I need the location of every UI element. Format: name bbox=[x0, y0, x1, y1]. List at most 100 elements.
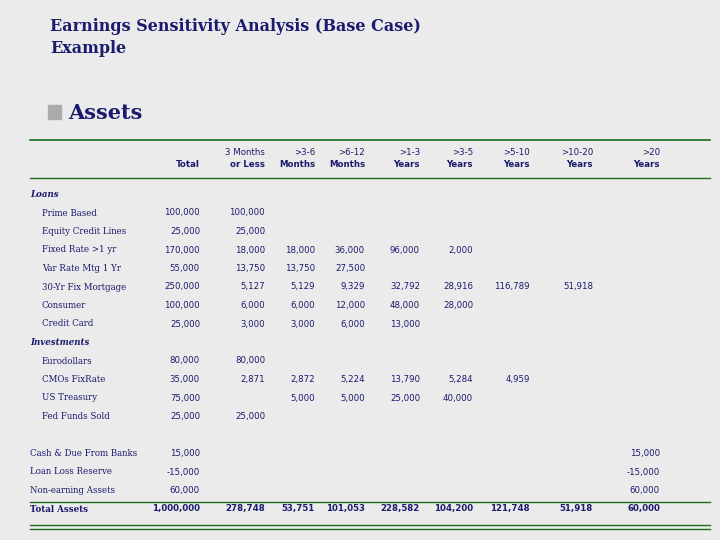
Text: 228,582: 228,582 bbox=[381, 504, 420, 514]
Text: 121,748: 121,748 bbox=[490, 504, 530, 514]
Text: 13,000: 13,000 bbox=[390, 320, 420, 328]
Text: Years: Years bbox=[394, 160, 420, 169]
Text: 100,000: 100,000 bbox=[164, 301, 200, 310]
Text: 2,871: 2,871 bbox=[240, 375, 265, 384]
Text: Months: Months bbox=[329, 160, 365, 169]
Text: 6,000: 6,000 bbox=[240, 301, 265, 310]
Text: Var Rate Mtg 1 Yr: Var Rate Mtg 1 Yr bbox=[42, 264, 121, 273]
Text: Eurodollars: Eurodollars bbox=[42, 356, 93, 366]
Text: 13,750: 13,750 bbox=[235, 264, 265, 273]
Text: CMOs FixRate: CMOs FixRate bbox=[42, 375, 105, 384]
Text: 25,000: 25,000 bbox=[170, 320, 200, 328]
Text: Years: Years bbox=[503, 160, 530, 169]
Text: Total: Total bbox=[176, 160, 200, 169]
Text: 6,000: 6,000 bbox=[341, 320, 365, 328]
Text: Earnings Sensitivity Analysis (Base Case)
Example: Earnings Sensitivity Analysis (Base Case… bbox=[50, 18, 421, 57]
Text: 28,000: 28,000 bbox=[443, 301, 473, 310]
Text: Investments: Investments bbox=[30, 338, 89, 347]
Text: 4,959: 4,959 bbox=[505, 375, 530, 384]
Text: 6,000: 6,000 bbox=[290, 301, 315, 310]
Text: US Treasury: US Treasury bbox=[42, 394, 97, 402]
Text: Years: Years bbox=[446, 160, 473, 169]
Text: 60,000: 60,000 bbox=[170, 486, 200, 495]
Text: 55,000: 55,000 bbox=[170, 264, 200, 273]
Text: 2,000: 2,000 bbox=[449, 246, 473, 254]
Text: Years: Years bbox=[567, 160, 593, 169]
Text: 35,000: 35,000 bbox=[170, 375, 200, 384]
Text: Cash & Due From Banks: Cash & Due From Banks bbox=[30, 449, 138, 458]
Text: 250,000: 250,000 bbox=[164, 282, 200, 292]
Text: Prime Based: Prime Based bbox=[42, 208, 97, 218]
Text: Credit Card: Credit Card bbox=[42, 320, 94, 328]
Text: 15,000: 15,000 bbox=[170, 449, 200, 458]
Text: 25,000: 25,000 bbox=[390, 394, 420, 402]
Text: >1-3: >1-3 bbox=[399, 148, 420, 157]
Text: 5,284: 5,284 bbox=[449, 375, 473, 384]
Text: 13,790: 13,790 bbox=[390, 375, 420, 384]
Text: 100,000: 100,000 bbox=[164, 208, 200, 218]
Text: 12,000: 12,000 bbox=[335, 301, 365, 310]
Text: 9,329: 9,329 bbox=[341, 282, 365, 292]
Text: 5,224: 5,224 bbox=[341, 375, 365, 384]
Text: >6-12: >6-12 bbox=[338, 148, 365, 157]
Text: >5-10: >5-10 bbox=[503, 148, 530, 157]
Text: Equity Credit Lines: Equity Credit Lines bbox=[42, 227, 126, 236]
Text: 5,129: 5,129 bbox=[290, 282, 315, 292]
Text: 80,000: 80,000 bbox=[235, 356, 265, 366]
Text: 18,000: 18,000 bbox=[235, 246, 265, 254]
Text: Consumer: Consumer bbox=[42, 301, 86, 310]
Text: >20: >20 bbox=[642, 148, 660, 157]
Text: 25,000: 25,000 bbox=[235, 227, 265, 236]
Text: 15,000: 15,000 bbox=[630, 449, 660, 458]
Text: 25,000: 25,000 bbox=[170, 412, 200, 421]
Text: 5,000: 5,000 bbox=[341, 394, 365, 402]
Text: 51,918: 51,918 bbox=[563, 282, 593, 292]
Text: 36,000: 36,000 bbox=[335, 246, 365, 254]
Text: 170,000: 170,000 bbox=[164, 246, 200, 254]
Text: -15,000: -15,000 bbox=[626, 468, 660, 476]
Text: 3 Months: 3 Months bbox=[225, 148, 265, 157]
Text: Fed Funds Sold: Fed Funds Sold bbox=[42, 412, 109, 421]
Text: 40,000: 40,000 bbox=[443, 394, 473, 402]
Text: -15,000: -15,000 bbox=[167, 468, 200, 476]
Bar bbox=[48, 105, 61, 119]
Text: Fixed Rate >1 yr: Fixed Rate >1 yr bbox=[42, 246, 117, 254]
Text: >3-5: >3-5 bbox=[451, 148, 473, 157]
Text: 75,000: 75,000 bbox=[170, 394, 200, 402]
Text: 53,751: 53,751 bbox=[282, 504, 315, 514]
Text: Assets: Assets bbox=[68, 103, 143, 123]
Text: 25,000: 25,000 bbox=[235, 412, 265, 421]
Text: 1,000,000: 1,000,000 bbox=[152, 504, 200, 514]
Text: 96,000: 96,000 bbox=[390, 246, 420, 254]
Text: 28,916: 28,916 bbox=[443, 282, 473, 292]
Text: Years: Years bbox=[634, 160, 660, 169]
Text: >3-6: >3-6 bbox=[294, 148, 315, 157]
Text: 30-Yr Fix Mortgage: 30-Yr Fix Mortgage bbox=[42, 282, 126, 292]
Text: 18,000: 18,000 bbox=[285, 246, 315, 254]
Text: 104,200: 104,200 bbox=[434, 504, 473, 514]
Text: 116,789: 116,789 bbox=[495, 282, 530, 292]
Text: 5,127: 5,127 bbox=[240, 282, 265, 292]
Text: 25,000: 25,000 bbox=[170, 227, 200, 236]
Text: >10-20: >10-20 bbox=[561, 148, 593, 157]
Text: 13,750: 13,750 bbox=[285, 264, 315, 273]
Text: 3,000: 3,000 bbox=[240, 320, 265, 328]
Text: 60,000: 60,000 bbox=[627, 504, 660, 514]
Text: Non-earning Assets: Non-earning Assets bbox=[30, 486, 115, 495]
Text: 101,053: 101,053 bbox=[326, 504, 365, 514]
Text: Loan Loss Reserve: Loan Loss Reserve bbox=[30, 468, 112, 476]
Text: 278,748: 278,748 bbox=[225, 504, 265, 514]
Text: Total Assets: Total Assets bbox=[30, 504, 88, 514]
Text: or Less: or Less bbox=[230, 160, 265, 169]
Text: Loans: Loans bbox=[30, 190, 58, 199]
Text: 80,000: 80,000 bbox=[170, 356, 200, 366]
Text: 48,000: 48,000 bbox=[390, 301, 420, 310]
Text: Months: Months bbox=[279, 160, 315, 169]
Text: 2,872: 2,872 bbox=[290, 375, 315, 384]
Text: 3,000: 3,000 bbox=[290, 320, 315, 328]
Text: 51,918: 51,918 bbox=[559, 504, 593, 514]
Text: 27,500: 27,500 bbox=[335, 264, 365, 273]
Text: 60,000: 60,000 bbox=[630, 486, 660, 495]
Text: 32,792: 32,792 bbox=[390, 282, 420, 292]
Text: 5,000: 5,000 bbox=[290, 394, 315, 402]
